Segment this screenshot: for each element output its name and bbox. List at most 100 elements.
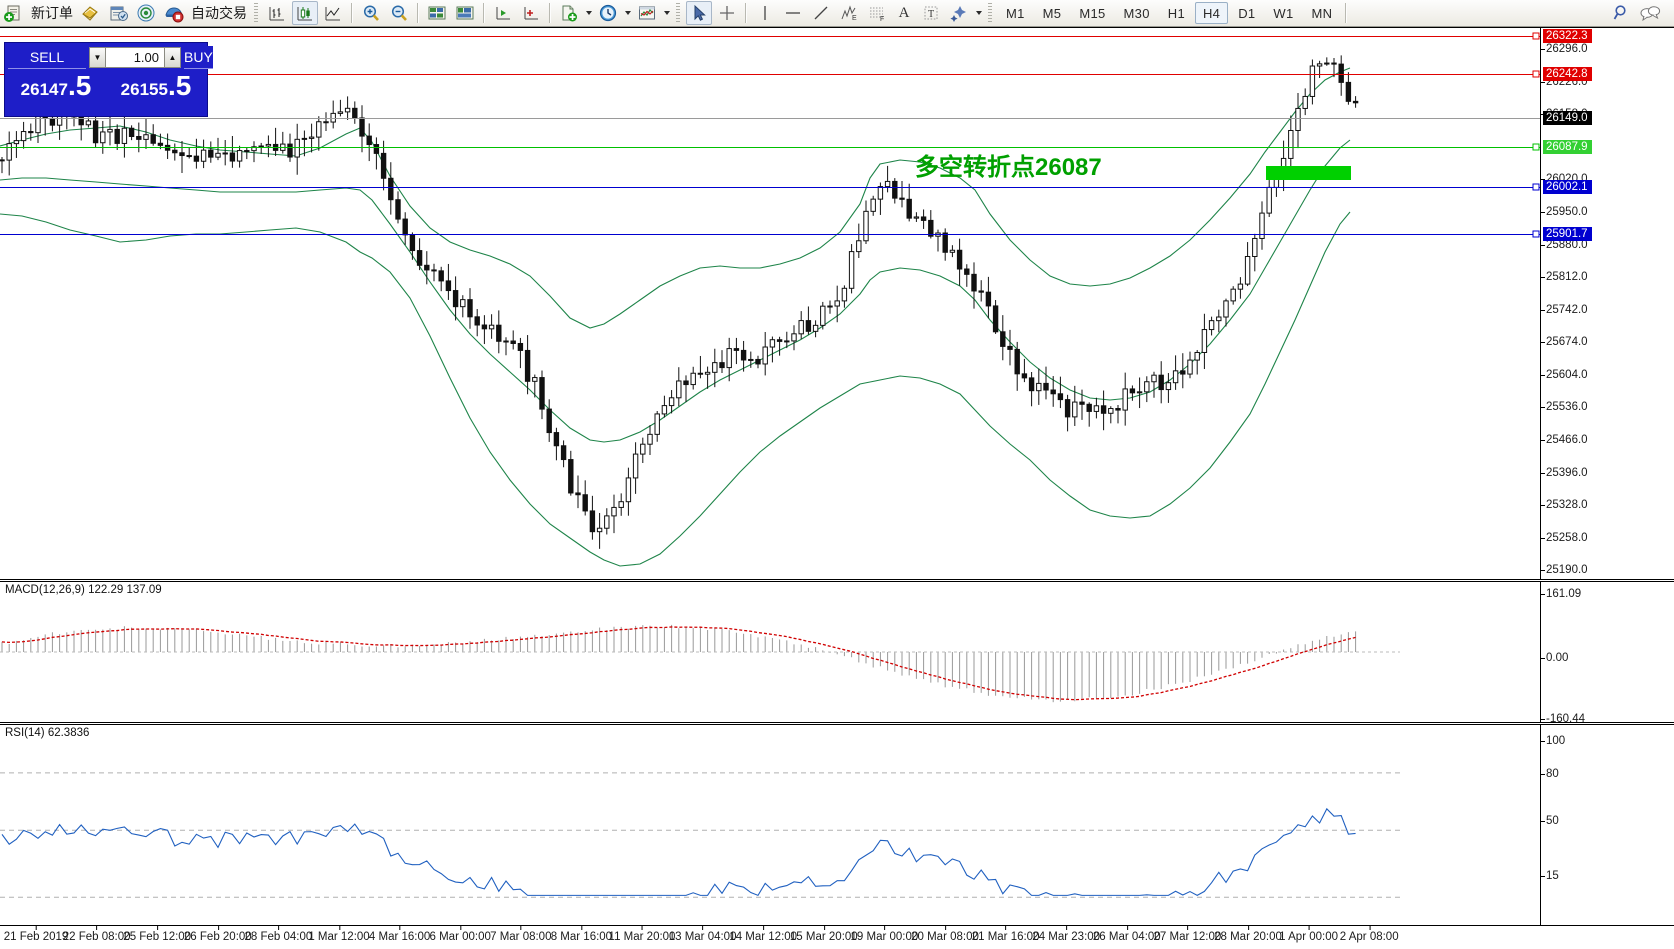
periods-dropdown-arrow[interactable] <box>622 2 633 24</box>
signals-icon[interactable] <box>133 1 159 25</box>
scroll-icon[interactable] <box>424 1 450 25</box>
fibonacci-icon[interactable]: F <box>864 1 890 25</box>
hline-icon[interactable] <box>780 1 806 25</box>
autotrade-icon[interactable] <box>161 1 187 25</box>
text-icon[interactable]: A <box>898 4 910 21</box>
templates-dropdown-arrow[interactable] <box>583 2 594 24</box>
level-line[interactable] <box>0 36 1540 38</box>
price-badge[interactable]: 26087.9 <box>1543 139 1592 154</box>
timeframe-m5[interactable]: M5 <box>1042 5 1062 21</box>
main-toolbar: 新订单 自动交易 <box>0 0 1674 27</box>
line-chart-icon[interactable] <box>320 1 346 25</box>
level-line-handle[interactable] <box>1532 143 1540 151</box>
volume-increase-button[interactable]: ▲ <box>164 47 181 68</box>
shift-icon[interactable] <box>490 1 516 25</box>
chart-annotation-text[interactable]: 多空转折点26087 <box>915 154 1102 181</box>
one-click-trading-panel[interactable]: SELL ▼ 1.00 ▲ BUY 26147 .5 <box>4 42 213 117</box>
level-line-handle[interactable] <box>1532 32 1540 40</box>
volume-decrease-button[interactable]: ▼ <box>89 47 106 68</box>
price-badge[interactable]: 26002.1 <box>1543 180 1592 195</box>
timeframe-m1[interactable]: M1 <box>1006 5 1025 21</box>
price-badge[interactable]: 25901.7 <box>1543 227 1592 242</box>
objects-dropdown-arrow[interactable] <box>973 2 984 24</box>
time-label: 21 Feb 2019 <box>3 925 69 943</box>
toolbar-grip[interactable] <box>987 3 994 23</box>
level-line[interactable] <box>0 187 1540 189</box>
expert-advisor-icon[interactable] <box>77 1 103 25</box>
shift-end-icon[interactable] <box>518 1 544 25</box>
timeframe-w1[interactable]: W1 <box>1273 5 1294 21</box>
price-badge[interactable]: 26149.0 <box>1543 110 1592 125</box>
bar-chart-icon[interactable] <box>264 1 290 25</box>
buy-button[interactable]: BUY <box>184 46 213 69</box>
autotrade-label[interactable]: 自动交易 <box>191 5 247 21</box>
rsi-tick: 100 <box>1540 735 1566 747</box>
time-axis[interactable]: 21 Feb 2019 22 Feb 08:00 25 Feb 12:00 26 Fe… <box>0 925 1674 949</box>
time-label: 26 Mar 04:00 <box>1092 925 1161 943</box>
cursor-icon[interactable] <box>686 1 712 25</box>
candlestick-chart-icon[interactable] <box>292 1 318 25</box>
price-panel[interactable]: 多空转折点26087 26296.026226.026158.026020.02… <box>0 28 1674 579</box>
timeframe-m15[interactable]: M15 <box>1079 5 1106 21</box>
toolbar-grip[interactable] <box>675 3 682 23</box>
timeframe-h4[interactable]: H4 <box>1194 2 1229 24</box>
macd-plot[interactable]: MACD(12,26,9) 122.29 137.09 <box>0 582 1540 722</box>
level-line[interactable] <box>0 73 1540 75</box>
autoscroll-icon[interactable] <box>452 1 478 25</box>
chart-area[interactable]: DJ30,H4 26182.0 26182.0 26139.0 26149.0 <box>0 27 1674 949</box>
macd-label[interactable]: MACD(12,26,9) 122.29 137.09 <box>5 584 162 596</box>
buy-price-display[interactable]: 26155 .5 <box>108 72 204 111</box>
sell-price-fraction: .5 <box>67 70 92 101</box>
level-line-handle[interactable] <box>1532 230 1540 238</box>
rsi-series <box>0 772 1400 898</box>
rsi-panel[interactable]: RSI(14) 62.3836 100 80 50 15 <box>0 725 1674 926</box>
level-line[interactable] <box>0 234 1540 236</box>
timeframe-h1[interactable]: H1 <box>1167 5 1185 21</box>
macd-panel[interactable]: MACD(12,26,9) 122.29 137.09 161.09 0.00 … <box>0 582 1674 725</box>
new-order-icon[interactable] <box>1 1 27 25</box>
timeframe-d1[interactable]: D1 <box>1238 5 1256 21</box>
candlestick-series[interactable] <box>0 28 1540 579</box>
zoom-in-icon[interactable] <box>358 1 384 25</box>
rsi-label[interactable]: RSI(14) 62.3836 <box>5 727 90 739</box>
macd-series <box>0 624 1400 703</box>
price-tick: 25328.0 <box>1541 498 1588 511</box>
price-axis[interactable]: 26296.026226.026158.026020.025950.025880… <box>1540 28 1674 579</box>
level-line[interactable] <box>0 117 1540 119</box>
search-icon[interactable] <box>1608 1 1634 25</box>
price-tick: 25536.0 <box>1541 400 1588 413</box>
toolbar-grip[interactable] <box>253 3 260 23</box>
panel-divider-macd[interactable] <box>0 579 1674 582</box>
new-order-label[interactable]: 新订单 <box>31 5 73 21</box>
zoom-out-icon[interactable] <box>386 1 412 25</box>
data-window-icon[interactable] <box>105 1 131 25</box>
sell-price-display[interactable]: 26147 .5 <box>8 72 104 111</box>
vline-icon[interactable] <box>752 1 778 25</box>
level-line[interactable] <box>0 146 1540 148</box>
price-plot[interactable]: 多空转折点26087 <box>0 28 1540 579</box>
textlabel-icon[interactable]: T <box>918 1 944 25</box>
svg-text:F: F <box>880 16 884 23</box>
elliott-icon[interactable]: E <box>836 1 862 25</box>
level-line-handle[interactable] <box>1532 183 1540 191</box>
volume-stepper[interactable]: ▼ 1.00 ▲ <box>89 46 181 69</box>
chat-icon[interactable] <box>1636 1 1664 25</box>
templates-icon[interactable] <box>556 1 582 25</box>
objects-icon[interactable] <box>946 1 972 25</box>
timeframe-mn[interactable]: MN <box>1311 5 1333 21</box>
rsi-plot[interactable]: RSI(14) 62.3836 <box>0 725 1540 926</box>
timeframe-m30[interactable]: M30 <box>1123 5 1150 21</box>
level-line-handle[interactable] <box>1532 70 1540 78</box>
periods-icon[interactable] <box>595 1 621 25</box>
volume-input[interactable]: 1.00 <box>106 47 164 68</box>
sell-button[interactable]: SELL <box>8 46 86 69</box>
indicators-dropdown-arrow[interactable] <box>661 2 672 24</box>
crosshair-icon[interactable] <box>714 1 740 25</box>
panel-divider-rsi[interactable] <box>0 722 1674 725</box>
support-zone-box[interactable] <box>1266 166 1351 180</box>
price-badge[interactable]: 26242.8 <box>1543 66 1592 81</box>
buy-label: BUY <box>184 49 213 65</box>
trendline-icon[interactable] <box>808 1 834 25</box>
price-badge[interactable]: 26322.3 <box>1543 29 1592 44</box>
indicators-icon[interactable] <box>634 1 660 25</box>
